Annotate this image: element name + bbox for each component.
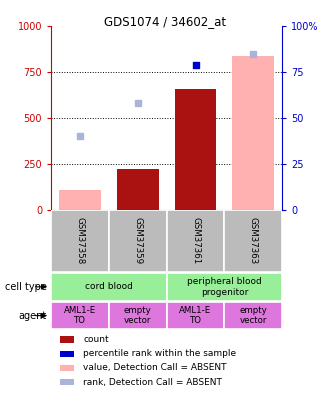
Point <box>193 62 198 68</box>
Text: GSM37363: GSM37363 <box>249 217 258 264</box>
Text: percentile rank within the sample: percentile rank within the sample <box>83 350 237 358</box>
Bar <box>51 273 167 301</box>
Text: AML1-E
TO: AML1-E TO <box>180 306 212 325</box>
Bar <box>167 273 282 301</box>
Bar <box>175 89 216 210</box>
Text: empty
vector: empty vector <box>124 306 152 325</box>
Bar <box>60 379 74 385</box>
Bar <box>60 364 74 371</box>
Text: rank, Detection Call = ABSENT: rank, Detection Call = ABSENT <box>83 378 222 387</box>
Bar <box>117 169 158 210</box>
Bar <box>224 210 282 273</box>
Bar <box>167 210 224 273</box>
Bar <box>109 302 167 329</box>
Bar <box>224 302 282 329</box>
Bar <box>117 169 158 210</box>
Bar <box>51 302 109 329</box>
Text: GDS1074 / 34602_at: GDS1074 / 34602_at <box>104 15 226 28</box>
Text: peripheral blood
progenitor: peripheral blood progenitor <box>187 277 262 296</box>
Bar <box>60 336 74 343</box>
Text: cell type: cell type <box>5 282 47 292</box>
Text: agent: agent <box>18 311 47 321</box>
Text: empty
vector: empty vector <box>239 306 267 325</box>
Bar <box>59 190 101 210</box>
Bar <box>167 302 224 329</box>
Bar <box>60 351 74 357</box>
Text: AML1-E
TO: AML1-E TO <box>64 306 96 325</box>
Text: count: count <box>83 335 109 344</box>
Text: value, Detection Call = ABSENT: value, Detection Call = ABSENT <box>83 363 227 372</box>
Text: GSM37361: GSM37361 <box>191 217 200 264</box>
Bar <box>232 55 274 210</box>
Bar <box>109 210 167 273</box>
Point <box>77 133 82 139</box>
Text: GSM37358: GSM37358 <box>76 217 84 264</box>
Point <box>135 100 140 107</box>
Bar <box>51 210 109 273</box>
Text: cord blood: cord blood <box>85 282 133 291</box>
Point <box>251 51 256 57</box>
Text: GSM37359: GSM37359 <box>133 217 142 264</box>
